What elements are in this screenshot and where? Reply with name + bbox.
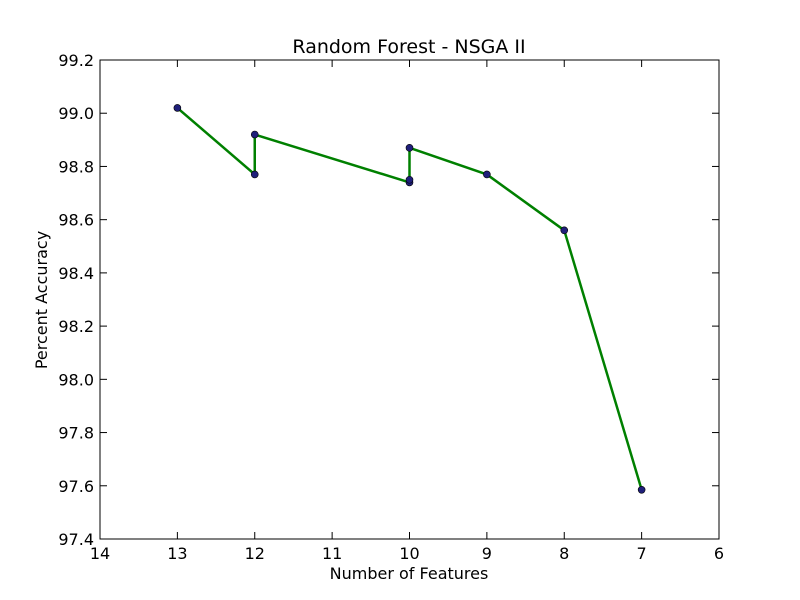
axis-ticks: 14 13 12 11 10 9 8 7 6 97.4 97.6 97.8 98.0 98.2 98.4 98… (58, 51, 724, 563)
x-tick-label-12: 12 (245, 544, 265, 563)
axes-frame (99, 59, 720, 540)
data-point-5 (405, 175, 414, 184)
y-axis-label: Percent Accuracy (32, 231, 51, 369)
data-point-7 (483, 170, 491, 179)
y-tick-label-98.8: 98.8 (58, 157, 94, 176)
x-tick-label-8: 8 (559, 544, 569, 563)
data-point-9 (637, 485, 646, 494)
x-tick-label-14: 14 (90, 544, 110, 563)
y-tick-label-99.0: 99.0 (58, 104, 94, 123)
y-tick-label-99.2: 99.2 (58, 51, 94, 70)
x-tick-label-10: 10 (399, 544, 419, 563)
x-tick-label-11: 11 (322, 544, 342, 563)
x-tick-label-6: 6 (714, 544, 724, 563)
y-tick-label-98.2: 98.2 (58, 317, 94, 336)
y-tick-label-98.0: 98.0 (58, 370, 94, 389)
x-axis-label: Number of Features (330, 564, 489, 583)
plot-area (173, 104, 646, 494)
data-point-2 (250, 170, 259, 179)
y-tick-label-97.6: 97.6 (58, 477, 94, 496)
y-tick-label-97.8: 97.8 (58, 424, 94, 443)
x-tick-label-13: 13 (167, 544, 187, 563)
data-point-1 (173, 104, 182, 112)
y-tick-label-98.4: 98.4 (58, 264, 94, 283)
chart-title: Random Forest - NSGA II (292, 36, 525, 58)
y-tick-label-97.4: 97.4 (58, 530, 94, 549)
data-point-3 (250, 130, 259, 139)
x-tick-label-7: 7 (637, 544, 647, 563)
y-tick-label-98.6: 98.6 (58, 211, 94, 230)
x-tick-label-9: 9 (482, 544, 492, 563)
data-point-6 (405, 144, 414, 152)
data-point-8 (560, 226, 569, 235)
